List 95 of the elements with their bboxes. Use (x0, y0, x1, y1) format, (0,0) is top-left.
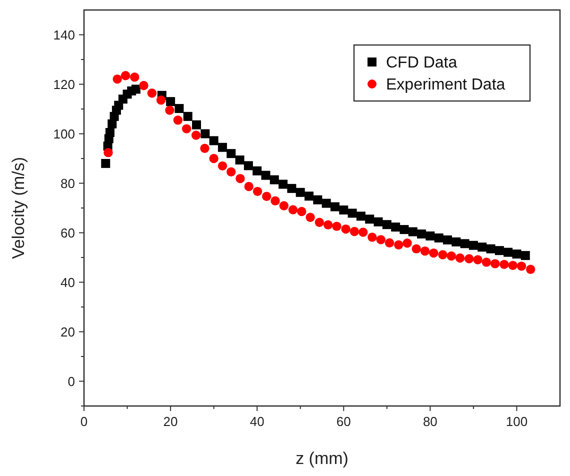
point (209, 154, 218, 164)
point (287, 184, 296, 193)
point (478, 242, 487, 252)
point (270, 175, 279, 184)
point (438, 250, 448, 260)
legend-label: CFD Data (386, 54, 458, 72)
point (173, 116, 182, 125)
point (394, 240, 404, 250)
point (358, 228, 368, 237)
point (147, 88, 157, 98)
point (236, 174, 245, 184)
point (391, 222, 400, 232)
y-tick-label: 120 (53, 76, 75, 92)
point (226, 167, 236, 176)
point (446, 251, 456, 261)
y-tick-label: 100 (53, 126, 75, 142)
point (262, 192, 272, 201)
point (104, 148, 113, 158)
x-tick-label: 60 (336, 414, 351, 429)
point (429, 248, 438, 258)
point (183, 112, 192, 121)
point (218, 142, 227, 152)
point (526, 264, 536, 274)
point (270, 196, 280, 206)
x-tick-label: 40 (250, 414, 264, 429)
point (490, 259, 500, 268)
point (191, 130, 201, 140)
y-tick-label: 20 (60, 324, 75, 340)
y-tick-label: 60 (60, 225, 75, 240)
point (314, 218, 324, 227)
point (156, 95, 166, 105)
point (332, 222, 342, 231)
point (306, 212, 315, 222)
point (368, 232, 377, 242)
point (252, 186, 262, 196)
point (209, 136, 218, 146)
x-tick-label: 80 (422, 414, 438, 429)
point (412, 244, 421, 254)
point (482, 258, 492, 267)
point (516, 262, 526, 271)
x-tick-label: 0 (80, 414, 88, 429)
point (341, 224, 350, 234)
point (468, 240, 478, 250)
point (165, 106, 174, 115)
point (244, 182, 254, 192)
point (508, 260, 518, 270)
point (376, 235, 386, 244)
point (500, 260, 509, 270)
y-tick-label: 80 (60, 176, 75, 191)
point (350, 226, 360, 236)
point (420, 246, 430, 256)
point (504, 248, 513, 257)
point (304, 192, 314, 201)
point (101, 158, 110, 168)
point (252, 166, 262, 176)
point (174, 104, 184, 114)
x-tick-label: 100 (506, 414, 528, 429)
y-tick-label: 40 (60, 274, 75, 290)
point (473, 255, 482, 264)
point (494, 246, 504, 256)
point (139, 80, 148, 90)
point (200, 144, 210, 153)
point (356, 212, 366, 221)
y-axis-title: Velocity (m/s) (9, 156, 28, 260)
point (278, 180, 288, 189)
point (464, 254, 474, 264)
point (235, 155, 244, 164)
point (279, 201, 289, 210)
point (131, 84, 140, 94)
point (226, 149, 236, 158)
point (323, 220, 333, 230)
point (200, 129, 210, 138)
point (120, 70, 130, 80)
y-tick-label: 0 (68, 374, 75, 389)
point (365, 214, 374, 224)
x-tick-label: 20 (163, 414, 178, 429)
point (296, 188, 305, 197)
point (382, 220, 392, 230)
point (192, 120, 202, 130)
point (218, 161, 228, 171)
point (130, 72, 140, 82)
point (166, 97, 176, 106)
point (384, 238, 394, 248)
point (402, 238, 412, 248)
point (520, 251, 530, 260)
point (297, 206, 306, 216)
point (261, 170, 270, 180)
point (288, 205, 298, 214)
y-tick-label: 140 (53, 27, 75, 42)
point (244, 161, 253, 170)
point (455, 253, 465, 263)
point (112, 74, 122, 84)
point (182, 124, 192, 134)
x-axis-title: z (mm) (296, 449, 348, 468)
legend-label: Experiment Data (386, 76, 506, 94)
